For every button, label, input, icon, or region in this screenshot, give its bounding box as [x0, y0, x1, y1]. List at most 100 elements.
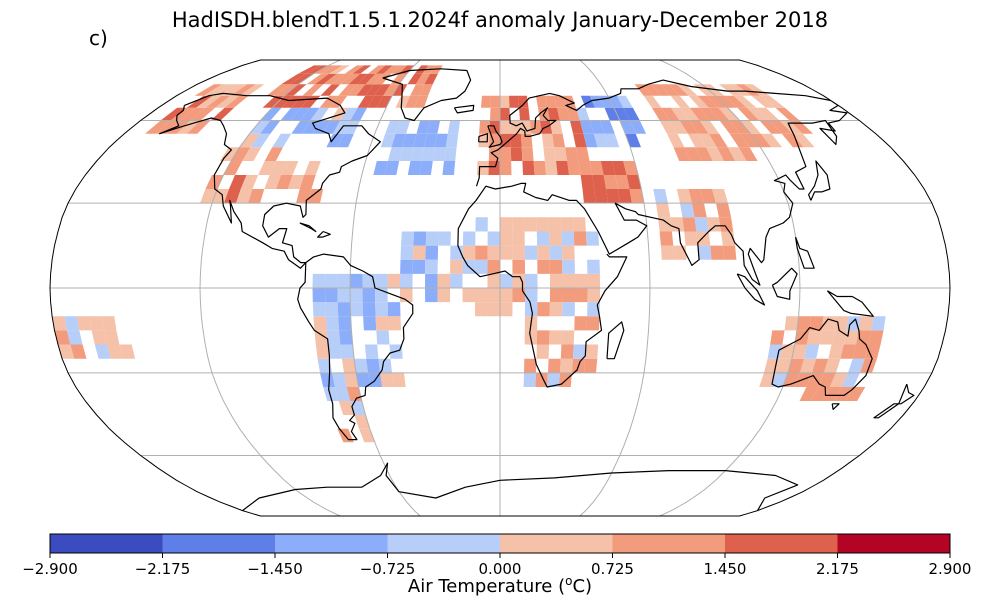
anomaly-cell [354, 415, 370, 429]
colorbar-tick-label: 1.450 [704, 560, 747, 578]
anomaly-cell [264, 175, 282, 189]
anomaly-cell [376, 95, 393, 108]
anomaly-cell [487, 259, 500, 274]
anomaly-cell [490, 95, 500, 108]
coastline [299, 222, 317, 233]
anomaly-cell [589, 161, 604, 175]
anomaly-cell [656, 203, 671, 218]
anomaly-cell [374, 84, 391, 96]
colorbar-ticks: −2.900 −2.175 −1.450 −0.725 0.000 0.725 1.450 2… [22, 553, 971, 578]
anomaly-cell [280, 107, 301, 121]
anomaly-cell [365, 84, 383, 96]
anomaly-cell [603, 175, 618, 189]
graticule [50, 60, 950, 516]
anomaly-cell [824, 358, 841, 373]
anomaly-cell [242, 147, 262, 161]
anomaly-cell [424, 133, 438, 148]
anomaly-cell [426, 120, 441, 134]
anomaly-cell [416, 120, 431, 134]
anomaly-cell [589, 120, 605, 134]
anomaly-cell [510, 147, 523, 161]
anomaly-cell [537, 259, 550, 274]
coastline [242, 462, 799, 512]
anomaly-cell [689, 107, 710, 121]
anomaly-cell [58, 344, 75, 359]
anomaly-cell [298, 65, 322, 74]
anomaly-cell [868, 330, 884, 345]
anomaly-cell [549, 330, 562, 345]
anomaly-cell [362, 302, 376, 317]
anomaly-cell [660, 245, 675, 260]
anomaly-cell [313, 316, 327, 331]
anomaly-cell [518, 95, 529, 108]
anomaly-cell [614, 107, 630, 121]
anomaly-cell [89, 316, 104, 331]
anomaly-cell [262, 95, 285, 108]
anomaly-cell [789, 120, 814, 134]
anomaly-cell [676, 84, 698, 96]
anomaly-cell [337, 302, 351, 317]
anomaly-cell [326, 133, 344, 148]
anomaly-cell [659, 120, 678, 134]
anomaly-cell [375, 316, 389, 331]
anomaly-cell [344, 372, 359, 387]
anomaly-cell [659, 231, 674, 246]
anomaly-cell [751, 95, 776, 108]
anomaly-cell [287, 175, 305, 189]
anomaly-cell [549, 302, 563, 317]
anomaly-cell [354, 358, 368, 373]
anomaly-cell [643, 95, 662, 108]
anomaly-cell [659, 84, 680, 96]
anomaly-cell [547, 107, 560, 121]
anomaly-cell [94, 344, 111, 359]
anomaly-cell [616, 95, 633, 108]
anomaly-cell [362, 273, 376, 288]
anomaly-cell [340, 344, 355, 359]
colorbar-segment [162, 534, 276, 553]
coastline [795, 236, 815, 269]
anomaly-cell [186, 120, 211, 134]
anomaly-cell [680, 203, 695, 218]
colorbar-segment [500, 534, 613, 553]
anomaly-cell [350, 288, 363, 303]
anomaly-cell [569, 120, 584, 134]
anomaly-cell [224, 95, 249, 108]
anomaly-cell [145, 120, 171, 134]
anomaly-cell [368, 65, 386, 74]
anomaly-cell [578, 161, 593, 175]
colorbar-segment [50, 534, 163, 553]
anomaly-cell [574, 316, 588, 331]
anomaly-cell [395, 95, 411, 108]
anomaly-cell [580, 175, 595, 189]
anomaly-cell [812, 358, 829, 373]
anomaly-cell [445, 133, 459, 148]
anomaly-cell [740, 133, 761, 148]
anomaly-cell [788, 358, 805, 373]
anomaly-cell [356, 73, 376, 85]
anomaly-cell [500, 120, 511, 134]
anomaly-cell [447, 120, 461, 134]
anomaly-cell [64, 316, 80, 331]
anomaly-cell [91, 330, 108, 345]
anomaly-cell [500, 133, 511, 148]
coastline [826, 290, 874, 317]
anomaly-cell [552, 133, 566, 148]
anomaly-cell [475, 217, 488, 232]
anomaly-cell [66, 330, 83, 345]
anomaly-cell [512, 259, 525, 274]
anomaly-cell [329, 65, 350, 74]
anomaly-cell [574, 273, 588, 288]
anomaly-cell [574, 288, 588, 303]
anomaly-cell [475, 259, 488, 274]
anomaly-cell [658, 217, 672, 232]
anomaly-cell [818, 372, 836, 387]
anomaly-cell [858, 316, 874, 331]
anomaly-cell [500, 231, 513, 246]
anomaly-cell [733, 95, 757, 108]
anomaly-cell [759, 120, 782, 134]
anomaly-cell [682, 217, 697, 232]
coastline [317, 230, 331, 238]
anomaly-cell [565, 147, 579, 161]
anomaly-cell [325, 288, 338, 303]
